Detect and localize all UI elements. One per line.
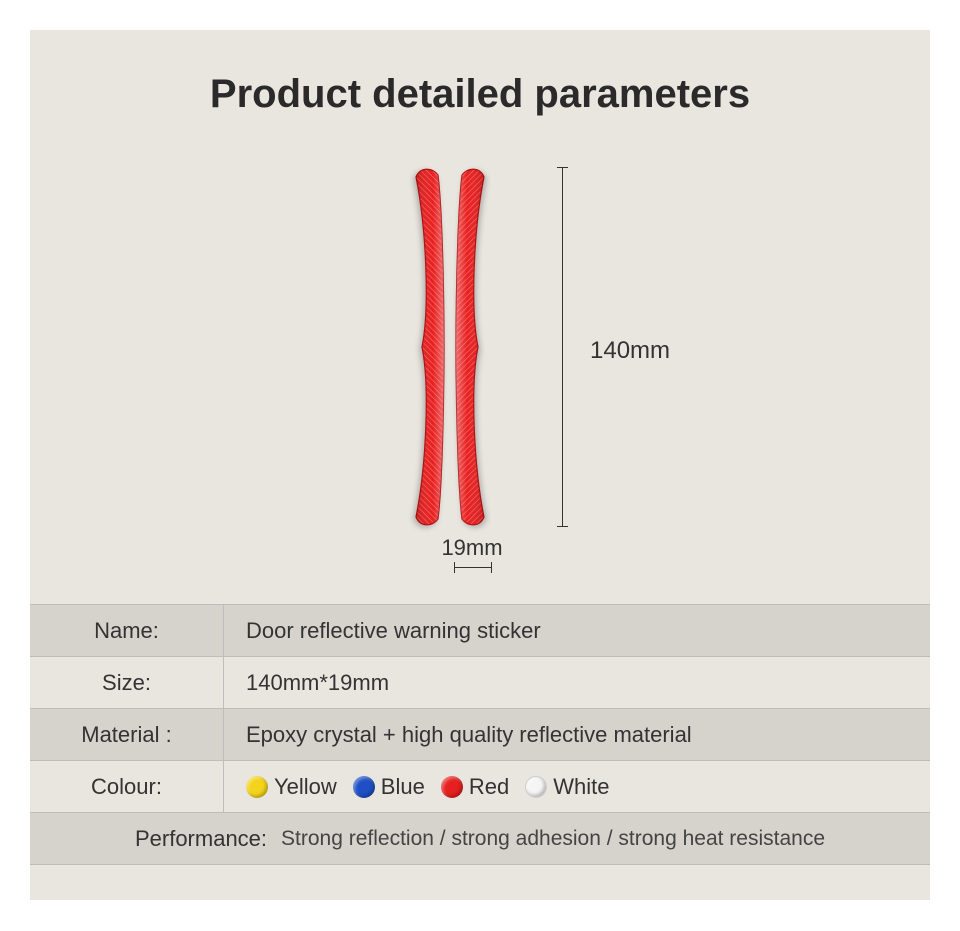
page-title: Product detailed parameters [30,30,930,117]
spec-label-size: Size: [30,657,224,708]
table-row-performance: Performance: Strong reflection / strong … [30,813,930,865]
colour-swatch [353,776,375,798]
colour-option: White [525,774,609,800]
colour-swatch [246,776,268,798]
colour-swatch [441,776,463,798]
height-dimension-line [562,167,563,527]
colour-swatch [525,776,547,798]
table-row: Colour: Yellow Blue Red White [30,761,930,813]
table-row: Size: 140mm*19mm [30,657,930,709]
product-reflector-right [454,167,492,527]
colour-name: Yellow [274,774,337,800]
width-label: 19mm [422,535,522,561]
colour-option: Yellow [246,774,337,800]
product-diagram: 140mm 19mm [30,137,930,597]
spec-table: Name: Door reflective warning sticker Si… [30,604,930,865]
spec-value-colour: Yellow Blue Red White [224,774,930,800]
spec-value-performance: Strong reflection / strong adhesion / st… [281,827,825,851]
colour-name: White [553,774,609,800]
spec-label-material: Material : [30,709,224,760]
colour-name: Red [469,774,509,800]
spec-label-performance: Performance: [135,826,267,852]
spec-value-name: Door reflective warning sticker [224,618,930,644]
colour-option: Red [441,774,509,800]
width-dimension-line [454,567,492,568]
product-reflector-left [408,167,446,527]
height-label: 140mm [590,337,670,365]
colour-name: Blue [381,774,425,800]
table-row: Material : Epoxy crystal + high quality … [30,709,930,761]
colour-option: Blue [353,774,425,800]
spec-label-colour: Colour: [30,761,224,812]
spec-value-size: 140mm*19mm [224,670,930,696]
spec-label-name: Name: [30,605,224,656]
table-row: Name: Door reflective warning sticker [30,605,930,657]
spec-value-material: Epoxy crystal + high quality reflective … [224,722,930,748]
